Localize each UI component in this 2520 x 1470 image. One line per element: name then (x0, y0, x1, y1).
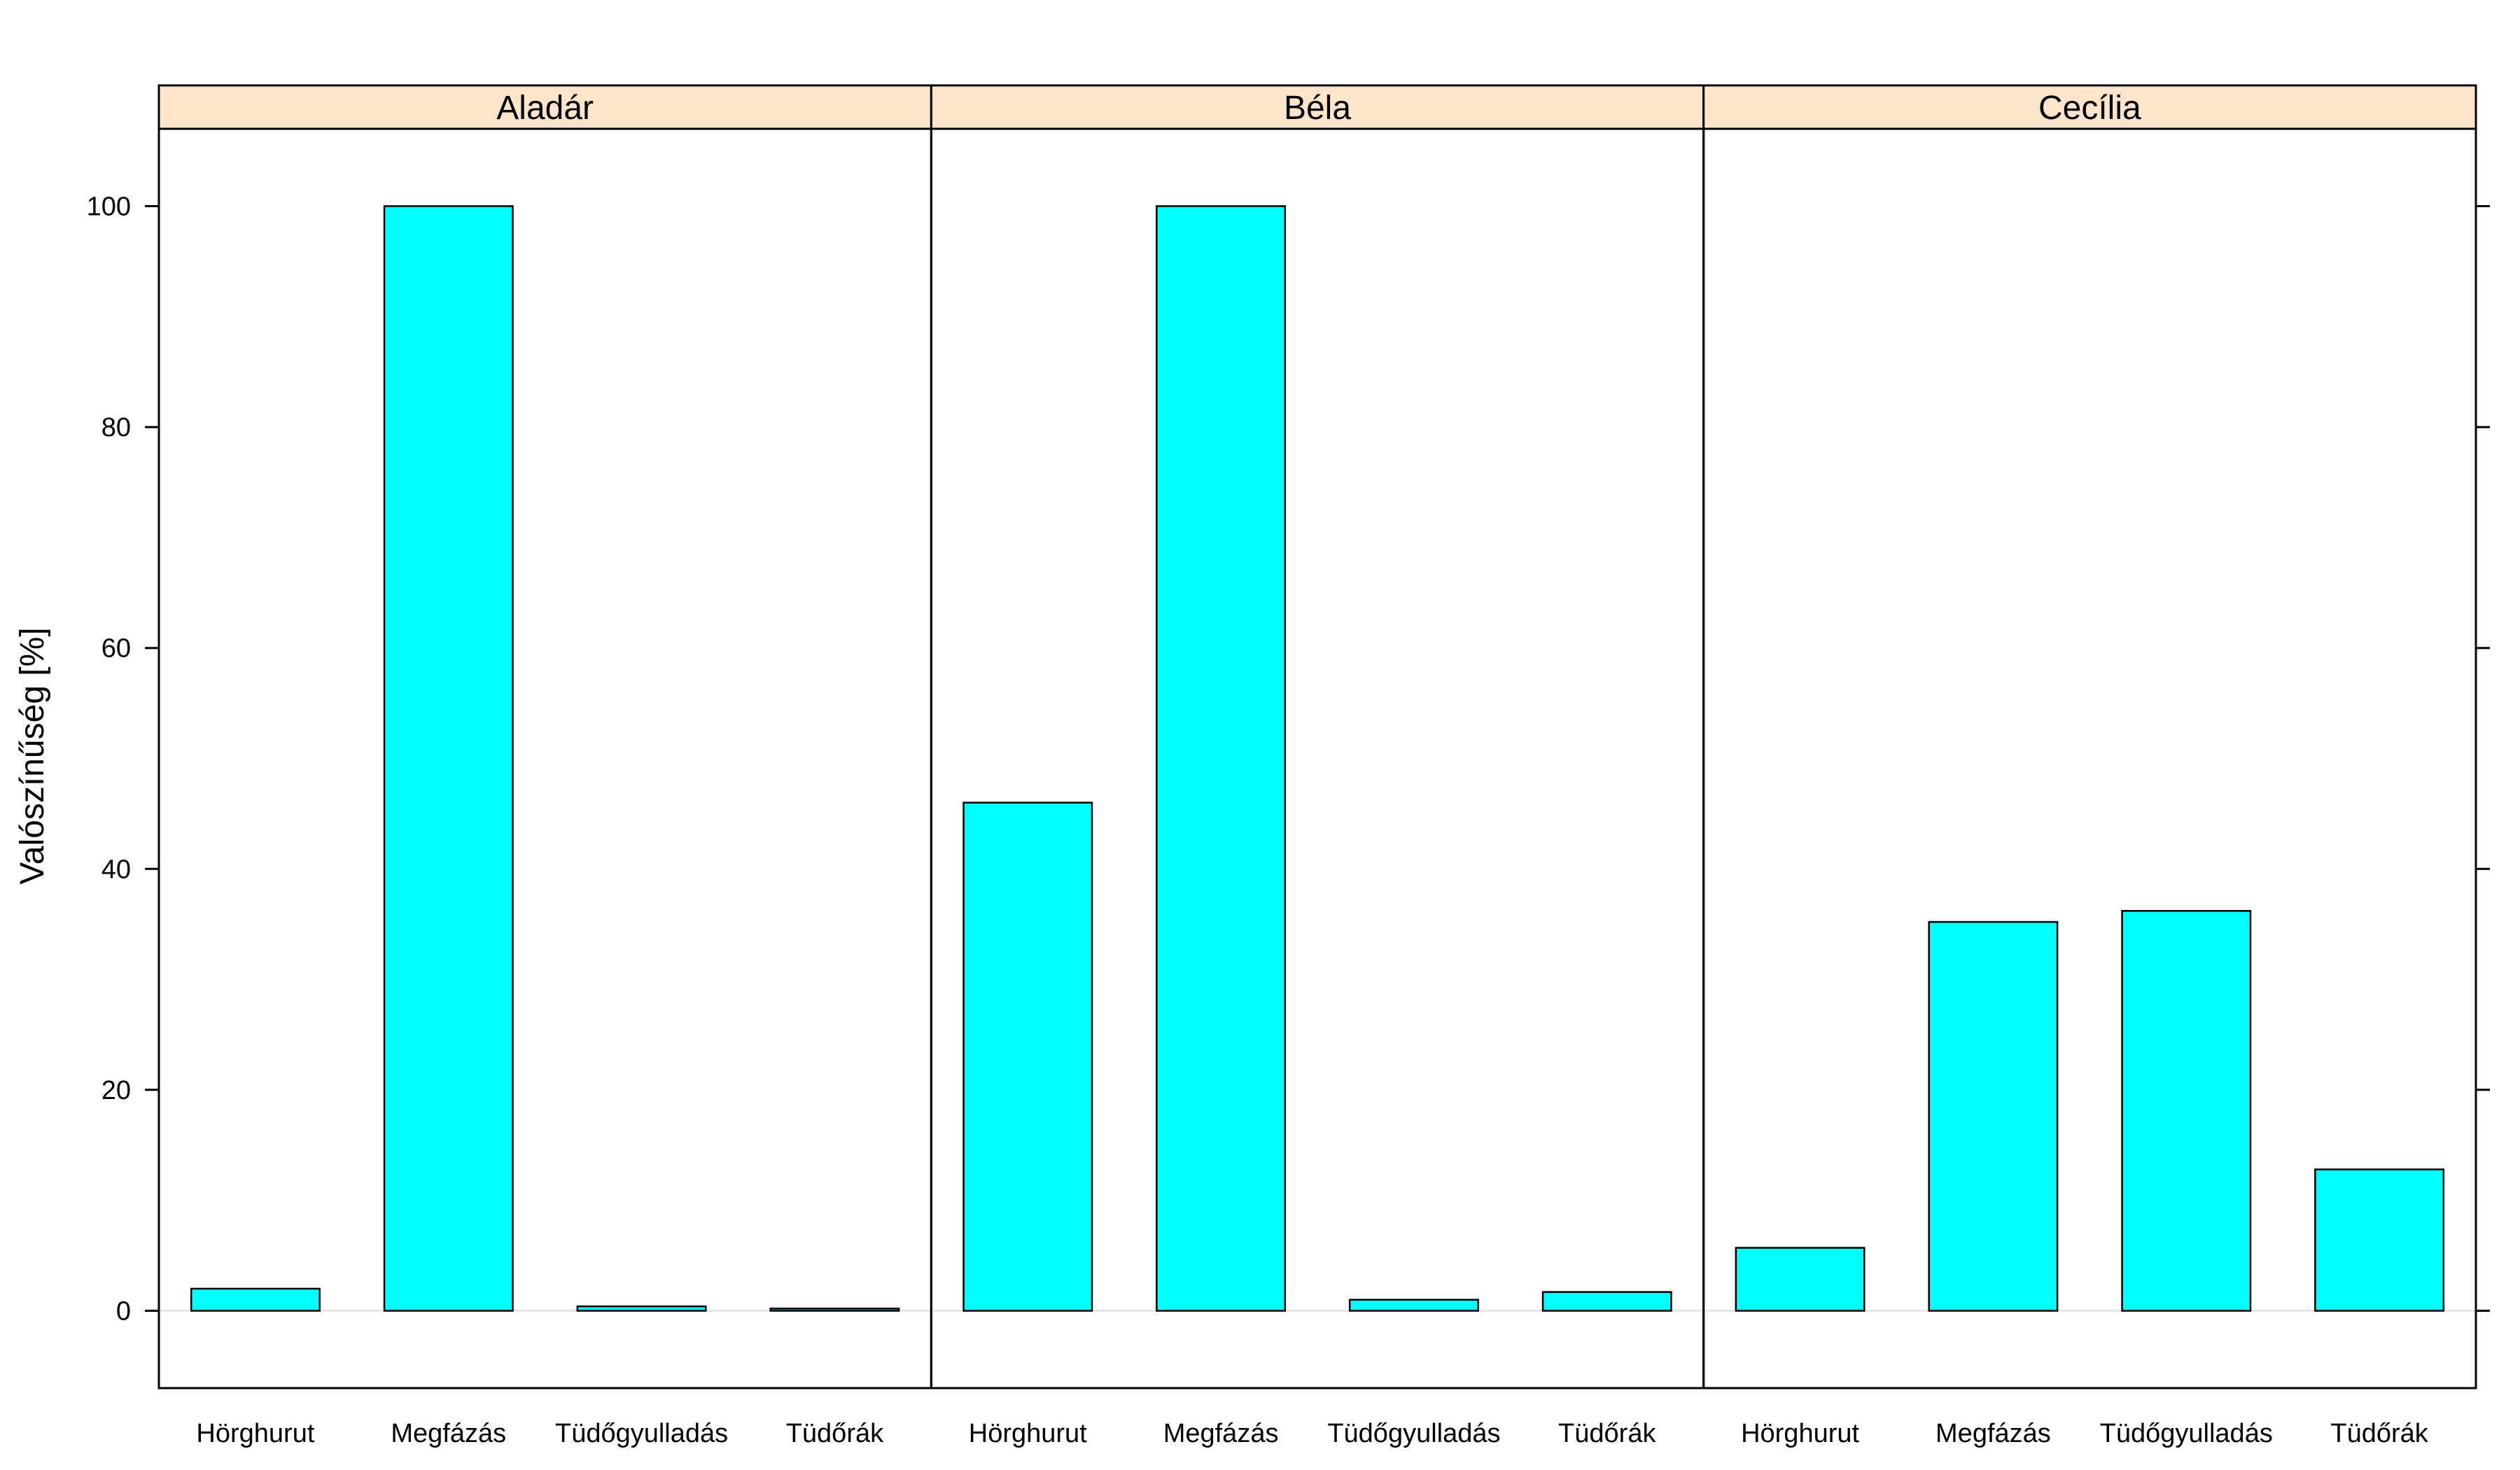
y-tick-label: 40 (102, 855, 131, 884)
bar (1541, 1291, 1672, 1312)
y-tick-label: 20 (102, 1076, 131, 1105)
x-tick-label: Megfázás (391, 1419, 506, 1448)
x-tick-label: Tüdőrák (786, 1419, 884, 1448)
bar (383, 205, 514, 1312)
y-tick-label: 60 (102, 634, 131, 664)
panel-strip-label: Cecília (2038, 90, 2141, 127)
bar (576, 1305, 707, 1312)
x-tick-label: Tüdőgyulladás (555, 1419, 728, 1448)
y-tick-label: 80 (102, 413, 131, 442)
bar (2314, 1168, 2445, 1312)
x-tick-label: Megfázás (1163, 1419, 1279, 1448)
x-tick-label: Megfázás (1935, 1419, 2051, 1448)
panel-strip (158, 84, 932, 130)
bar (1928, 920, 2059, 1312)
x-tick-label: Hörghurut (969, 1419, 1087, 1448)
panel: Cecília Hörghurut Megfázás Tüdőgyulladás Tüd… (1702, 84, 2477, 1448)
panel-strip-label: Aladár (496, 90, 594, 127)
panel: Béla Hörghurut Megfázás Tüdőgyulladás Tüdőrá… (930, 84, 1705, 1448)
panel-frame (158, 127, 932, 1390)
x-tick-label: Hörghurut (1741, 1419, 1859, 1448)
x-tick-label: Tüdőrák (2330, 1419, 2428, 1448)
bar (2121, 910, 2252, 1312)
bar (769, 1308, 900, 1312)
y-tick-label: 0 (116, 1297, 131, 1326)
panels: Aladár Hörghurut Megfázás Tüdőgyulladás Tüdő… (158, 84, 2477, 1448)
bar (190, 1287, 321, 1312)
bar (1156, 205, 1287, 1312)
bar (962, 802, 1093, 1312)
bar (1735, 1247, 1865, 1312)
y-axis-title: Valószínűség [%] (14, 627, 51, 884)
panel-strip (930, 84, 1705, 130)
bar (1348, 1298, 1479, 1312)
y-tick-label: 100 (87, 192, 131, 221)
panel-strip-label: Béla (1284, 90, 1351, 127)
x-tick-label: Tüdőrák (1558, 1419, 1656, 1448)
x-tick-label: Hörghurut (196, 1419, 314, 1448)
x-tick-label: Tüdőgyulladás (2100, 1419, 2273, 1448)
x-tick-label: Tüdőgyulladás (1327, 1419, 1500, 1448)
panel-frame (1702, 127, 2477, 1390)
panel: Aladár Hörghurut Megfázás Tüdőgyulladás Tüdő… (158, 84, 932, 1448)
y-axis: 0 20 40 60 80 100 (87, 192, 2490, 1326)
panel-strip (1702, 84, 2477, 130)
